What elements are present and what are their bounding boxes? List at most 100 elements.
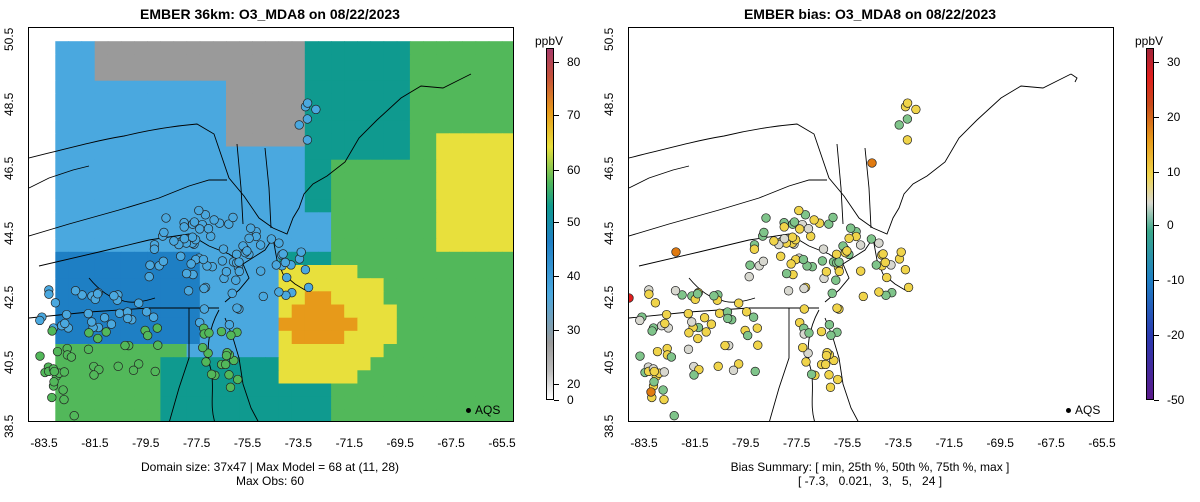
model-grid-cell bbox=[68, 225, 83, 240]
model-grid-cell bbox=[396, 54, 411, 69]
site-marker bbox=[206, 369, 217, 379]
site-marker bbox=[677, 290, 687, 300]
model-grid-cell bbox=[409, 107, 424, 121]
model-grid-cell bbox=[436, 93, 450, 108]
site-marker bbox=[244, 233, 254, 243]
model-grid-cell bbox=[370, 278, 385, 292]
model-grid-cell bbox=[239, 317, 253, 332]
model-grid-cell bbox=[370, 159, 385, 174]
model-grid-cell bbox=[370, 225, 385, 240]
model-grid-cell bbox=[81, 93, 96, 108]
site-marker bbox=[714, 308, 725, 318]
model-grid-cell bbox=[107, 120, 122, 134]
model-grid-cell bbox=[344, 291, 358, 306]
colorbar-tick-mark bbox=[554, 170, 559, 171]
model-grid-cell bbox=[475, 186, 490, 200]
model-grid-cell bbox=[331, 172, 345, 187]
model-grid-cell bbox=[94, 383, 109, 398]
model-grid-cell bbox=[173, 159, 188, 174]
model-grid-cell bbox=[462, 28, 477, 42]
model-grid-cell bbox=[409, 41, 424, 55]
model-grid-cell bbox=[475, 238, 490, 253]
model-grid-cell bbox=[265, 396, 280, 411]
site-marker bbox=[902, 114, 913, 124]
model-grid-cell bbox=[120, 212, 135, 227]
model-grid-cell bbox=[409, 225, 424, 240]
model-grid-cell bbox=[396, 133, 411, 148]
model-grid-cell bbox=[134, 107, 148, 121]
site-marker bbox=[183, 286, 194, 296]
model-grid-cell bbox=[436, 265, 450, 279]
model-grid-cell bbox=[68, 133, 83, 148]
model-grid-cell bbox=[55, 186, 69, 200]
model-grid-cell bbox=[120, 41, 135, 55]
model-grid-cell bbox=[278, 278, 293, 292]
model-grid-cell bbox=[357, 357, 372, 371]
model-grid-cell bbox=[357, 212, 372, 227]
x-tick-label: -75.5 bbox=[833, 436, 862, 450]
model-grid-cell bbox=[147, 199, 161, 213]
site-marker bbox=[189, 217, 200, 227]
site-marker bbox=[58, 385, 68, 395]
model-grid-cell bbox=[265, 212, 280, 227]
model-grid-cell bbox=[357, 304, 372, 319]
model-grid-cell bbox=[199, 146, 214, 161]
site-marker bbox=[800, 210, 811, 220]
model-grid-cell bbox=[318, 317, 332, 332]
model-grid-cell bbox=[396, 383, 411, 398]
model-grid-cell bbox=[383, 146, 398, 161]
model-grid-cell bbox=[107, 186, 122, 200]
site-marker bbox=[179, 234, 190, 244]
model-grid-cell bbox=[423, 330, 437, 345]
model-grid-cell bbox=[488, 172, 503, 187]
model-grid-cell bbox=[160, 278, 175, 292]
model-grid-cell bbox=[29, 225, 43, 240]
model-grid-cell bbox=[81, 54, 96, 69]
model-grid-cell bbox=[304, 409, 319, 421]
model-grid-cell bbox=[396, 159, 411, 174]
model-grid-cell bbox=[120, 265, 135, 279]
model-grid-cell bbox=[42, 54, 56, 69]
model-grid-cell bbox=[278, 330, 293, 345]
model-grid-cell bbox=[94, 186, 109, 200]
model-grid-cell bbox=[449, 344, 463, 358]
site-marker bbox=[723, 313, 733, 324]
model-grid-cell bbox=[120, 67, 135, 82]
model-grid-cell bbox=[134, 67, 148, 82]
model-grid-cell bbox=[107, 67, 122, 82]
model-grid-cell bbox=[173, 278, 188, 292]
model-grid-cell bbox=[370, 93, 385, 108]
colorbar-tick-mark bbox=[554, 222, 559, 223]
model-grid-cell bbox=[344, 278, 358, 292]
model-grid-cell bbox=[199, 409, 214, 421]
model-grid-cell bbox=[436, 370, 450, 385]
model-grid-cell bbox=[370, 330, 385, 345]
model-grid-cell bbox=[94, 212, 109, 227]
model-grid-cell bbox=[199, 186, 214, 200]
model-grid-cell bbox=[409, 344, 424, 358]
site-marker bbox=[204, 328, 214, 338]
model-grid-cell bbox=[396, 370, 411, 385]
model-grid-cell bbox=[42, 133, 56, 148]
site-marker bbox=[781, 268, 792, 279]
model-grid-cell bbox=[501, 396, 513, 411]
model-grid-cell bbox=[501, 330, 513, 345]
model-grid-cell bbox=[29, 133, 43, 148]
model-grid-cell bbox=[383, 199, 398, 213]
model-grid-cell bbox=[331, 370, 345, 385]
model-grid-cell bbox=[318, 133, 332, 148]
site-marker bbox=[302, 114, 313, 124]
colorbar-tick-label: 60 bbox=[567, 163, 581, 177]
x-tick-label: -77.5 bbox=[782, 436, 811, 450]
model-grid-cell bbox=[436, 41, 450, 55]
site-marker bbox=[652, 346, 663, 357]
site-marker bbox=[274, 238, 284, 248]
model-grid-cell bbox=[501, 93, 513, 108]
model-grid-cell bbox=[318, 172, 332, 187]
model-grid-cell bbox=[107, 265, 122, 279]
model-grid-cell bbox=[396, 186, 411, 200]
site-marker bbox=[220, 359, 231, 370]
model-grid-cell bbox=[318, 278, 332, 292]
model-grid-cell bbox=[120, 278, 135, 292]
model-grid-cell bbox=[107, 93, 122, 108]
